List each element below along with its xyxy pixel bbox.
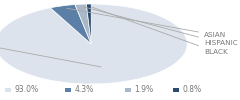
Wedge shape	[50, 5, 91, 44]
Text: 93.0%: 93.0%	[14, 86, 39, 94]
Text: WHITE: WHITE	[0, 36, 101, 67]
FancyBboxPatch shape	[5, 88, 11, 92]
Wedge shape	[86, 4, 91, 44]
Text: HISPANIC: HISPANIC	[84, 7, 238, 46]
Wedge shape	[0, 4, 187, 84]
FancyBboxPatch shape	[173, 88, 179, 92]
Wedge shape	[75, 4, 91, 44]
Text: 1.9%: 1.9%	[134, 86, 154, 94]
Text: 4.3%: 4.3%	[74, 86, 94, 94]
FancyBboxPatch shape	[65, 88, 71, 92]
Text: ASIAN: ASIAN	[66, 8, 226, 38]
FancyBboxPatch shape	[125, 88, 131, 92]
Text: BLACK: BLACK	[91, 7, 228, 55]
Text: 0.8%: 0.8%	[182, 86, 202, 94]
